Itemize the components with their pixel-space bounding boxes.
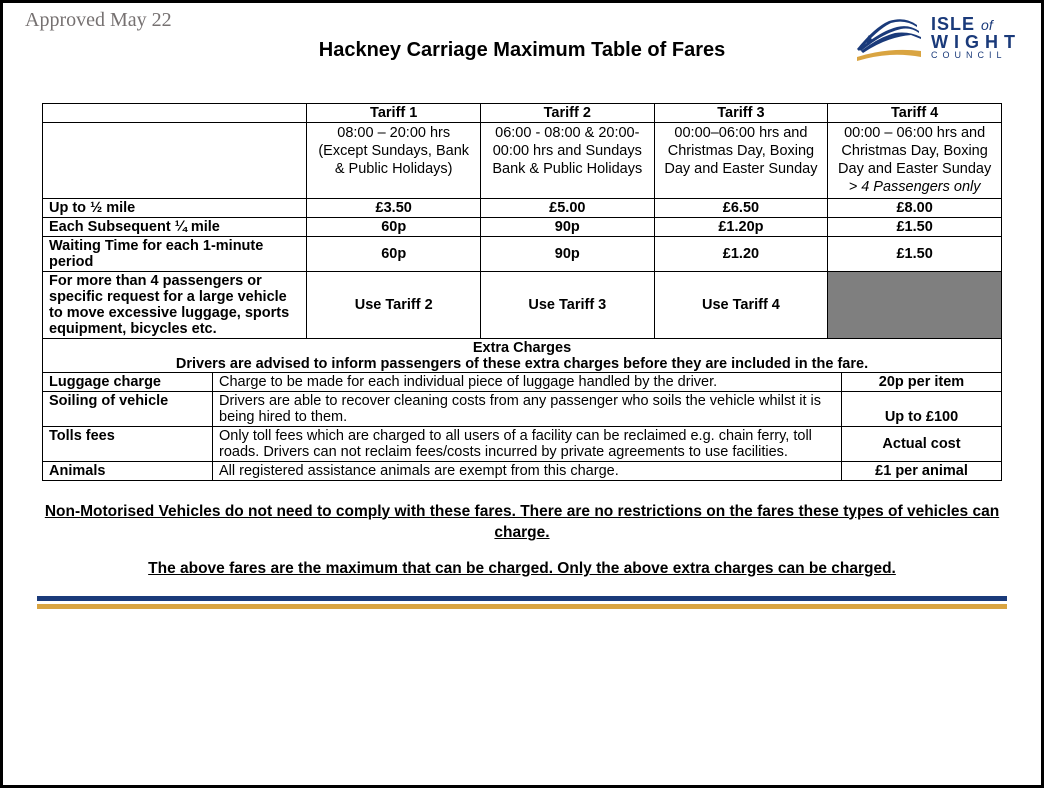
tariff-header: Tariff 1 <box>307 104 481 123</box>
fare-row: Waiting Time for each 1-minute period 60… <box>43 236 1002 271</box>
charge-desc: Drivers are able to recover cleaning cos… <box>213 391 842 426</box>
fare-value: 90p <box>481 236 655 271</box>
logo-mark-icon <box>853 11 923 63</box>
logo-line1b: of <box>981 17 993 33</box>
tariff-desc-row: 08:00 – 20:00 hrs (Except Sundays, Bank … <box>43 123 1002 199</box>
tariff-desc: 08:00 – 20:00 hrs (Except Sundays, Bank … <box>307 123 481 199</box>
charge-value: Up to £100 <box>842 391 1002 426</box>
extra-charges-header: Extra Charges <box>49 340 995 356</box>
fare-value-blank <box>828 271 1002 338</box>
fare-value: Use Tariff 2 <box>307 271 481 338</box>
logo-line3: COUNCIL <box>931 51 1021 60</box>
logo-text: ISLE of WIGHT COUNCIL <box>931 15 1021 60</box>
fare-value: 60p <box>307 217 481 236</box>
fare-value: 60p <box>307 236 481 271</box>
extra-charges-sub: Drivers are advised to inform passengers… <box>49 356 995 372</box>
row-label: Each Subsequent ¼ mile <box>43 217 307 236</box>
footnote-2: The above fares are the maximum that can… <box>23 560 1021 578</box>
row-label: For more than 4 passengers or specific r… <box>43 271 307 338</box>
footer-rule <box>37 596 1007 609</box>
tariff-header-row: Tariff 1 Tariff 2 Tariff 3 Tariff 4 <box>43 104 1002 123</box>
tariff-desc: 00:00 – 06:00 hrs and Christmas Day, Box… <box>828 123 1002 199</box>
charge-value: £1 per animal <box>842 461 1002 480</box>
charge-desc: Charge to be made for each individual pi… <box>213 372 842 391</box>
fare-value: £8.00 <box>828 198 1002 217</box>
tariff-desc: 00:00–06:00 hrs and Christmas Day, Boxin… <box>654 123 828 199</box>
charge-row: Tolls fees Only toll fees which are char… <box>43 426 1002 461</box>
charge-row: Animals All registered assistance animal… <box>43 461 1002 480</box>
charge-label: Animals <box>43 461 213 480</box>
fare-value: Use Tariff 3 <box>481 271 655 338</box>
tariff4-extra: > 4 Passengers only <box>849 179 981 195</box>
fare-row: For more than 4 passengers or specific r… <box>43 271 1002 338</box>
rule-gold <box>37 604 1007 609</box>
row-label: Waiting Time for each 1-minute period <box>43 236 307 271</box>
page: Approved May 22 Hackney Carriage Maximum… <box>0 0 1044 788</box>
fare-value: £5.00 <box>481 198 655 217</box>
charge-row: Luggage charge Charge to be made for eac… <box>43 372 1002 391</box>
fare-value: 90p <box>481 217 655 236</box>
fares-table: Tariff 1 Tariff 2 Tariff 3 Tariff 4 08:0… <box>42 103 1002 373</box>
page-title: Hackney Carriage Maximum Table of Fares <box>319 39 725 62</box>
fare-value: £3.50 <box>307 198 481 217</box>
fare-value: £1.50 <box>828 236 1002 271</box>
charge-value: Actual cost <box>842 426 1002 461</box>
tariff-header: Tariff 3 <box>654 104 828 123</box>
footnote-1: Non-Motorised Vehicles do not need to co… <box>23 501 1021 544</box>
charge-label: Luggage charge <box>43 372 213 391</box>
fare-value: £6.50 <box>654 198 828 217</box>
header: Hackney Carriage Maximum Table of Fares … <box>23 11 1021 89</box>
charge-desc: Only toll fees which are charged to all … <box>213 426 842 461</box>
logo-line2: WIGHT <box>931 33 1021 51</box>
fare-value: Use Tariff 4 <box>654 271 828 338</box>
tariff-desc: 06:00 - 08:00 & 20:00- 00:00 hrs and Sun… <box>481 123 655 199</box>
extra-header-row: Extra Charges Drivers are advised to inf… <box>43 338 1002 373</box>
charge-desc: All registered assistance animals are ex… <box>213 461 842 480</box>
tariff-header: Tariff 2 <box>481 104 655 123</box>
tariff-header: Tariff 4 <box>828 104 1002 123</box>
council-logo: ISLE of WIGHT COUNCIL <box>853 11 1021 63</box>
charges-table: Luggage charge Charge to be made for eac… <box>42 372 1002 481</box>
fare-row: Each Subsequent ¼ mile 60p 90p £1.20p £1… <box>43 217 1002 236</box>
charge-row: Soiling of vehicle Drivers are able to r… <box>43 391 1002 426</box>
fare-value: £1.20 <box>654 236 828 271</box>
charge-value: 20p per item <box>842 372 1002 391</box>
charge-label: Tolls fees <box>43 426 213 461</box>
charge-label: Soiling of vehicle <box>43 391 213 426</box>
logo-line1a: ISLE <box>931 14 975 34</box>
row-label: Up to ½ mile <box>43 198 307 217</box>
fare-value: £1.50 <box>828 217 1002 236</box>
fare-row: Up to ½ mile £3.50 £5.00 £6.50 £8.00 <box>43 198 1002 217</box>
fare-value: £1.20p <box>654 217 828 236</box>
